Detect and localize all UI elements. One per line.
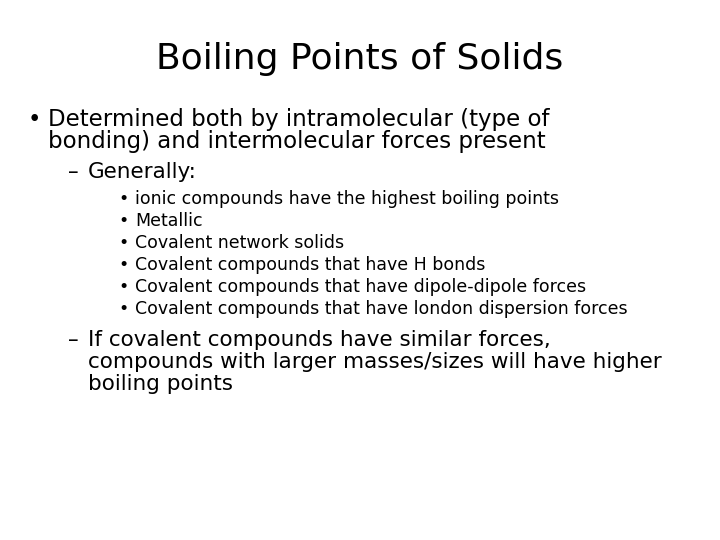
Text: –: – [68, 162, 78, 182]
Text: Covalent compounds that have dipole-dipole forces: Covalent compounds that have dipole-dipo… [135, 278, 586, 296]
Text: Covalent compounds that have london dispersion forces: Covalent compounds that have london disp… [135, 300, 628, 318]
Text: compounds with larger masses/sizes will have higher: compounds with larger masses/sizes will … [88, 352, 662, 372]
Text: If covalent compounds have similar forces,: If covalent compounds have similar force… [88, 330, 551, 350]
Text: –: – [68, 330, 78, 350]
Text: •: • [118, 212, 128, 230]
Text: Determined both by intramolecular (type of: Determined both by intramolecular (type … [48, 108, 549, 131]
Text: Generally:: Generally: [88, 162, 197, 182]
Text: Metallic: Metallic [135, 212, 202, 230]
Text: boiling points: boiling points [88, 374, 233, 394]
Text: Boiling Points of Solids: Boiling Points of Solids [156, 42, 564, 76]
Text: •: • [28, 108, 41, 131]
Text: •: • [118, 278, 128, 296]
Text: Covalent network solids: Covalent network solids [135, 234, 344, 252]
Text: •: • [118, 190, 128, 208]
Text: •: • [118, 234, 128, 252]
Text: ionic compounds have the highest boiling points: ionic compounds have the highest boiling… [135, 190, 559, 208]
Text: bonding) and intermolecular forces present: bonding) and intermolecular forces prese… [48, 130, 546, 153]
Text: •: • [118, 300, 128, 318]
Text: •: • [118, 256, 128, 274]
Text: Covalent compounds that have H bonds: Covalent compounds that have H bonds [135, 256, 485, 274]
